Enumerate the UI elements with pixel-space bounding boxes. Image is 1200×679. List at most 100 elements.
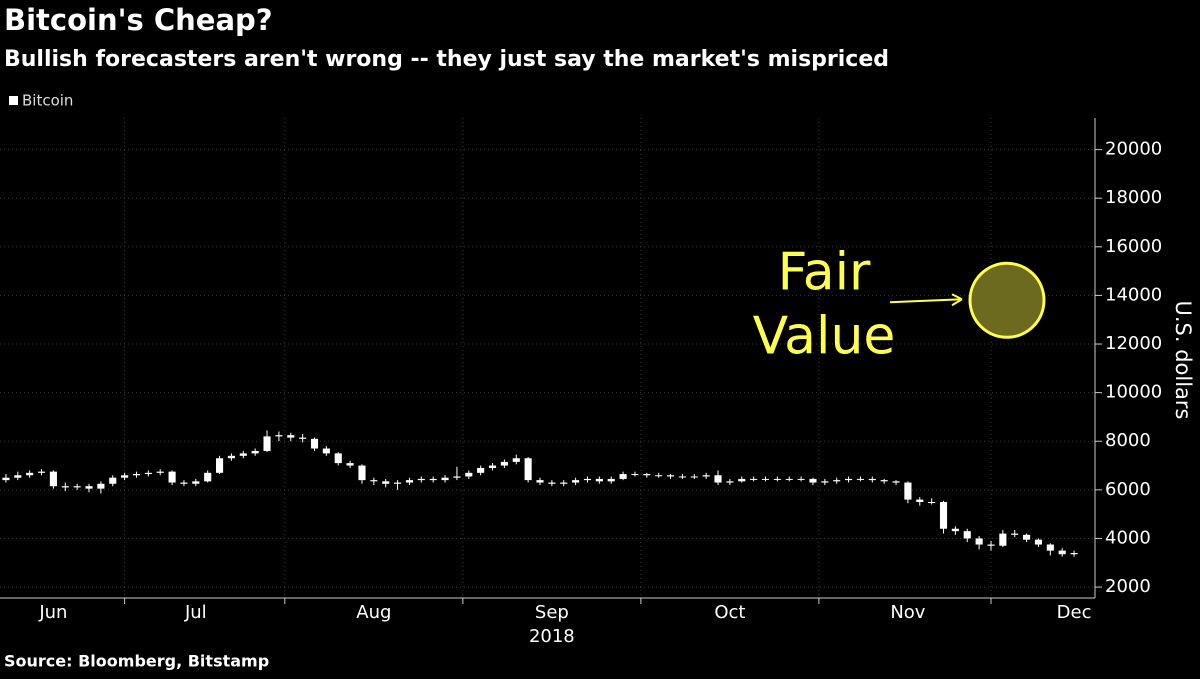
candle-body: [358, 465, 366, 481]
candle-body: [429, 478, 437, 481]
candle-body: [726, 481, 734, 483]
candle-body: [109, 477, 117, 484]
candle-body: [488, 465, 497, 468]
candle-body: [405, 480, 414, 483]
candle-body: [49, 471, 57, 487]
candle-body: [417, 478, 425, 481]
candle-body: [394, 482, 402, 484]
candle-body: [310, 438, 319, 449]
y-tick-label: 2000: [1105, 576, 1151, 597]
candle-body: [287, 435, 295, 438]
y-tick-label: 6000: [1105, 479, 1151, 500]
candle-body: [441, 477, 449, 481]
candle-body: [1034, 539, 1043, 545]
candle-body: [26, 472, 34, 476]
candle-body: [299, 437, 307, 439]
candle-body: [275, 435, 283, 437]
annotation-text: Value: [753, 306, 896, 366]
candle-body: [2, 477, 10, 481]
candle-body: [346, 463, 354, 466]
candle-body: [524, 458, 532, 481]
legend-swatch: [9, 96, 18, 105]
candle-body: [761, 478, 770, 480]
chart-subtitle: Bullish forecasters aren't wrong -- they…: [4, 47, 889, 72]
candle-body: [619, 474, 627, 479]
candle-body: [453, 476, 461, 478]
candle-body: [928, 502, 936, 503]
candle-body: [714, 475, 722, 483]
y-tick-label: 20000: [1105, 139, 1162, 160]
candle-body: [916, 499, 924, 502]
candle-body: [144, 472, 152, 475]
source: Source: Bloomberg, Bitstamp: [4, 652, 269, 671]
candle-body: [500, 461, 508, 466]
candle-body: [845, 478, 853, 481]
candle-body: [631, 474, 639, 476]
candle-body: [216, 458, 224, 473]
candle-body: [678, 476, 686, 478]
candle-body: [548, 482, 556, 484]
candle-body: [73, 486, 81, 488]
y-tick-label: 16000: [1105, 236, 1162, 257]
candle-body: [192, 481, 200, 484]
candle-body: [382, 481, 390, 484]
annotation-text: Fair: [778, 242, 871, 302]
candle-body: [560, 482, 568, 484]
x-tick-label: Nov: [890, 602, 925, 623]
candle-body: [334, 453, 342, 464]
candle-body: [821, 481, 829, 483]
y-tick-label: 12000: [1105, 333, 1162, 354]
x-tick-label: Sep: [535, 602, 569, 623]
candle-body: [773, 478, 781, 480]
y-tick-label: 18000: [1105, 187, 1162, 208]
y-tick-label: 14000: [1105, 284, 1162, 305]
chart-title: Bitcoin's Cheap?: [4, 3, 273, 37]
candle-body: [595, 478, 603, 482]
candle-body: [975, 538, 983, 545]
candle-body: [1011, 533, 1019, 535]
candle-body: [512, 458, 520, 462]
candle-body: [666, 475, 675, 477]
candle-body: [322, 448, 330, 454]
candle-body: [785, 478, 793, 480]
candle-body: [156, 471, 164, 473]
candle-body: [239, 453, 247, 456]
candle-body: [750, 478, 758, 480]
candle-body: [14, 475, 22, 478]
candle-body: [868, 478, 876, 481]
candle-body: [168, 471, 176, 483]
candle-body: [227, 455, 235, 459]
candle-body: [1058, 550, 1066, 555]
candle-body: [37, 471, 46, 473]
candle-body: [951, 528, 959, 532]
candle-body: [892, 481, 900, 483]
candle-body: [655, 475, 663, 477]
candle-body: [1023, 534, 1031, 540]
candle-body: [702, 475, 710, 477]
candle-body: [939, 502, 948, 529]
candle-body: [987, 544, 995, 546]
candle-body: [963, 531, 971, 539]
x-tick-label: Dec: [1057, 602, 1092, 623]
candle-body: [263, 436, 271, 451]
candle-body: [1070, 553, 1078, 555]
x-tick-label: Jun: [38, 602, 67, 623]
candle-body: [572, 480, 580, 483]
x-tick-label: Jul: [184, 602, 207, 623]
candle-body: [809, 478, 817, 483]
annotation-arrow: [889, 298, 963, 304]
candle-body: [251, 450, 259, 454]
candle-body: [999, 533, 1007, 546]
candle-body: [204, 472, 212, 482]
candle-body: [132, 474, 141, 476]
candle-body: [121, 475, 129, 478]
candle-body: [370, 480, 378, 482]
candle-body: [797, 478, 805, 480]
candle-body: [607, 478, 615, 482]
candle-body: [833, 480, 841, 482]
candle-body: [1046, 544, 1054, 551]
fair-value-marker: [968, 261, 1046, 339]
candle-body: [465, 472, 473, 477]
